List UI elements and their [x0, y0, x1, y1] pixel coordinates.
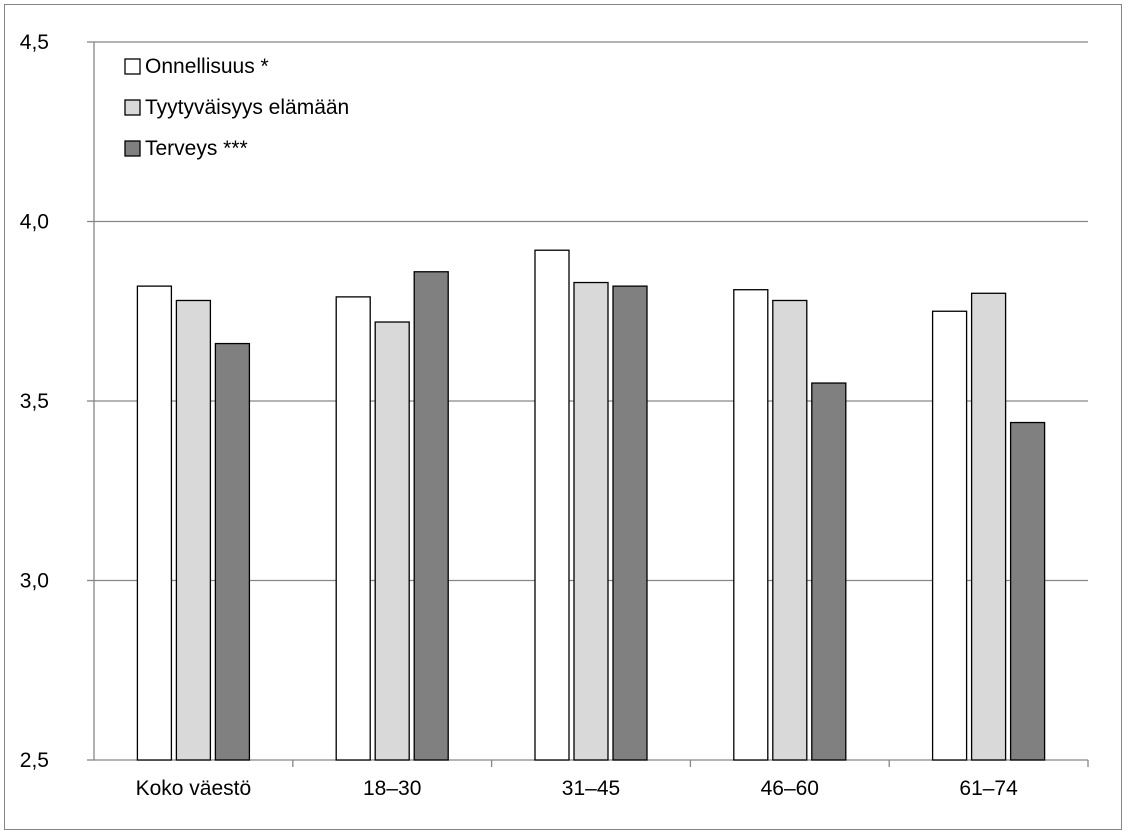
y-tick-label: 2,5 — [20, 749, 49, 772]
y-tick-label: 4,5 — [20, 31, 49, 54]
bar-terveys — [413, 271, 449, 761]
bar-tyytyvaisyys — [374, 321, 410, 761]
bar-terveys — [612, 285, 648, 761]
bar-tyytyvaisyys — [175, 299, 212, 761]
y-tick-label: 3,0 — [20, 570, 49, 593]
bar-terveys — [1009, 421, 1046, 761]
y-tick-label: 3,5 — [20, 390, 49, 413]
bar-terveys — [214, 342, 251, 761]
bar-tyytyvaisyys — [573, 281, 609, 761]
bar-onnellisuus — [136, 285, 173, 761]
bar-tyytyvaisyys — [772, 299, 808, 761]
x-tick-label: 46–60 — [761, 777, 819, 800]
x-tick-label: 31–45 — [562, 777, 620, 800]
legend-swatch — [124, 99, 141, 116]
bar-terveys — [811, 382, 847, 761]
legend-label: Terveys *** — [145, 137, 248, 160]
legend-label: Onnellisuus * — [145, 55, 269, 78]
bar-onnellisuus — [335, 296, 371, 761]
bar-onnellisuus — [534, 249, 570, 761]
x-tick-label: Koko väestö — [136, 777, 252, 800]
x-tick-label: 18–30 — [363, 777, 421, 800]
legend-label: Tyytyväisyys elämään — [145, 96, 349, 119]
legend-swatch — [124, 140, 141, 157]
y-tick-label: 4,0 — [20, 211, 49, 234]
bar-tyytyvaisyys — [970, 292, 1007, 761]
bar-onnellisuus — [931, 310, 968, 761]
bar-onnellisuus — [733, 289, 769, 761]
x-tick-label: 61–74 — [959, 777, 1018, 800]
legend-swatch — [124, 58, 141, 75]
